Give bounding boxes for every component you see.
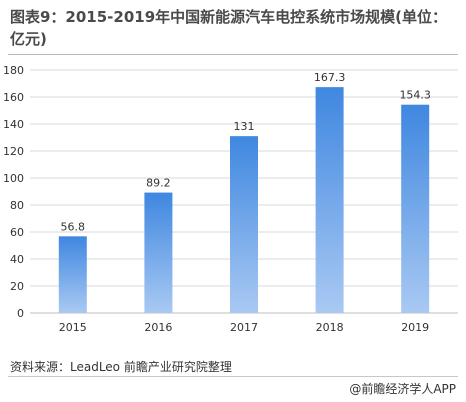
chart-title: 图表9：2015-2019年中国新能源汽车电控系统市场规模(单位：亿元) xyxy=(10,8,448,48)
bar-2019 xyxy=(401,104,430,313)
y-tick-label: 160 xyxy=(3,91,24,104)
x-tick-label-2017: 2017 xyxy=(230,321,258,334)
x-axis-ticks: 2015 2016 2017 2018 2019 xyxy=(59,321,429,334)
y-tick-label: 180 xyxy=(3,64,24,77)
data-label-2016: 89.2 xyxy=(146,177,171,190)
x-tick-label-2016: 2016 xyxy=(144,321,172,334)
y-tick-label: 120 xyxy=(3,145,24,158)
footer-divider xyxy=(8,376,458,377)
bar-2018 xyxy=(315,87,344,314)
source-note: 资料来源：LeadLeo 前瞻产业研究院整理 xyxy=(10,360,232,374)
y-axis-ticks: 0 20 40 60 80 100 120 140 160 180 xyxy=(3,64,24,320)
data-label-2017: 131 xyxy=(234,120,255,133)
y-tick-label: 60 xyxy=(10,226,24,239)
bar-2016 xyxy=(144,192,173,313)
bars xyxy=(58,87,430,314)
y-tick-label: 80 xyxy=(10,199,24,212)
x-tick-label-2019: 2019 xyxy=(401,321,429,334)
y-tick-label: 20 xyxy=(10,280,24,293)
data-label-2015: 56.8 xyxy=(61,220,86,233)
bar-chart: 0 20 40 60 80 100 120 140 160 180 56.8 89.2 131 167.… xyxy=(3,64,458,334)
title-divider xyxy=(8,54,458,55)
y-tick-label: 140 xyxy=(3,118,24,131)
y-tick-label: 100 xyxy=(3,172,24,185)
bar-2015 xyxy=(58,236,87,313)
x-tick-label-2015: 2015 xyxy=(59,321,87,334)
data-label-2018: 167.3 xyxy=(314,71,346,84)
credit-note: @前瞻经济学人APP xyxy=(349,382,456,396)
data-labels: 56.8 89.2 131 167.3 154.3 xyxy=(61,71,431,233)
bar-2017 xyxy=(230,136,258,313)
y-tick-label: 40 xyxy=(10,253,24,266)
data-label-2019: 154.3 xyxy=(399,89,431,102)
x-tick-label-2018: 2018 xyxy=(316,321,344,334)
y-tick-label: 0 xyxy=(17,307,24,320)
